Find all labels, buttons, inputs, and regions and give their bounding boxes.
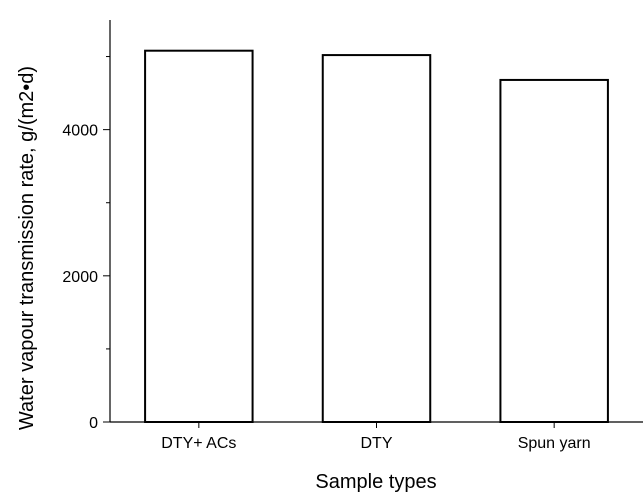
y-tick-label: 4000 <box>62 123 98 140</box>
x-axis-label: Sample types <box>315 471 436 493</box>
bars <box>144 49 609 424</box>
bar <box>321 54 432 423</box>
bar <box>144 49 254 423</box>
x-tick-label: Spun yarn <box>518 435 591 452</box>
y-axis-label: Water vapour transmission rate, g/(m2•d) <box>16 66 38 430</box>
x-tick-label: DTY <box>361 435 393 452</box>
y-tick-label: 0 <box>89 415 98 432</box>
x-tick-label: DTY+ ACs <box>161 435 236 452</box>
y-tick-label: 2000 <box>62 269 98 286</box>
bar <box>499 78 609 424</box>
ticks: 0 2000 4000 DTY+ ACs DTY Spun yarn <box>62 56 591 452</box>
